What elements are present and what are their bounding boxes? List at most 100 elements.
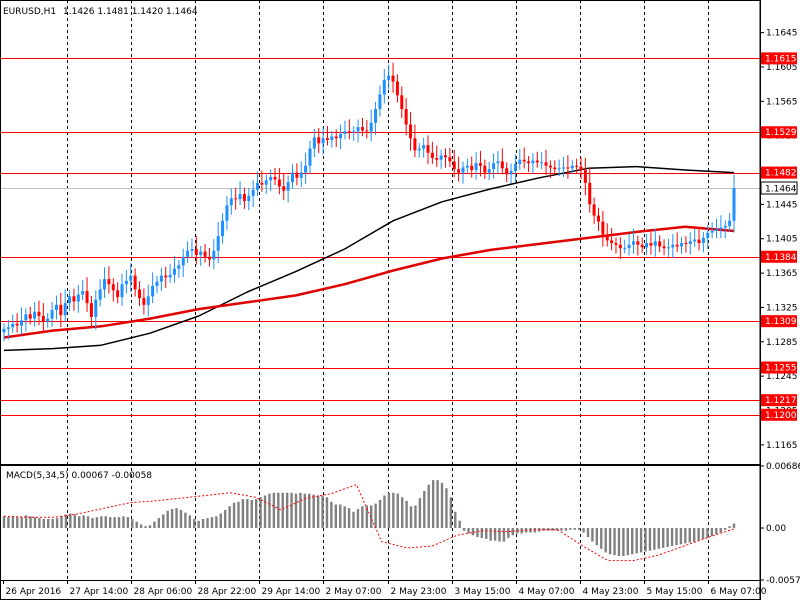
candle	[422, 137, 426, 158]
candle-body	[308, 148, 312, 166]
candle	[155, 275, 159, 294]
candle-body	[693, 239, 697, 242]
macd-bar	[201, 518, 205, 529]
current-price-tag-text: 1.1464	[765, 185, 797, 195]
candle-body	[500, 161, 504, 169]
candle-body	[146, 296, 150, 305]
candle-body	[509, 170, 513, 175]
candle-body	[395, 81, 399, 96]
candle	[592, 197, 596, 225]
macd-bar	[489, 528, 492, 541]
candle	[465, 158, 469, 173]
candle-body	[277, 179, 281, 187]
candle-body	[59, 304, 63, 316]
candle-body	[575, 165, 579, 167]
candle	[430, 141, 434, 164]
macd-bar	[679, 528, 683, 545]
candle-body	[465, 165, 469, 168]
macd-bar	[356, 509, 360, 529]
candle-body	[168, 274, 172, 278]
candle	[505, 162, 509, 183]
candle-body	[387, 75, 391, 80]
candle-body	[404, 109, 408, 125]
candle-body	[422, 145, 426, 149]
candle-body	[649, 243, 653, 246]
candle-body	[710, 231, 714, 233]
candle	[575, 158, 579, 174]
candle-body	[439, 155, 443, 160]
candle-body	[719, 227, 723, 230]
macd-bar	[493, 528, 497, 541]
candle	[588, 167, 592, 213]
macd-bar	[414, 505, 417, 529]
candle-body	[474, 163, 478, 171]
macd-bar	[617, 528, 621, 557]
macd-bar	[170, 509, 174, 529]
candle-body	[640, 244, 644, 248]
candle	[452, 149, 456, 178]
macd-bar	[321, 495, 324, 529]
macd-bar	[343, 506, 346, 529]
candle-body	[94, 299, 98, 317]
macd-bar	[303, 493, 307, 529]
candle-body	[194, 249, 198, 256]
candle-body	[256, 182, 260, 190]
price-tick-label: 1.1325	[766, 303, 798, 313]
level-tag-text: 1.1309	[765, 317, 797, 327]
sub-window-separator[interactable]	[0, 464, 760, 466]
macd-bar	[511, 528, 514, 536]
macd-bar	[179, 509, 183, 529]
signal-line[interactable]	[3, 483, 735, 562]
candle	[33, 302, 37, 327]
candle-body	[81, 291, 85, 295]
macd-bar	[60, 516, 63, 529]
candle	[701, 231, 705, 253]
level-tag: 1.1482	[761, 166, 797, 179]
candle	[317, 127, 321, 153]
ma-slow-line[interactable]	[3, 165, 735, 352]
macd-bar	[219, 513, 222, 529]
candle	[212, 239, 216, 270]
macd-bar	[365, 505, 368, 529]
candle	[439, 149, 443, 169]
candle	[443, 148, 447, 168]
candle	[19, 307, 23, 335]
macd-bar	[498, 528, 501, 542]
macd-bar	[339, 504, 342, 529]
candle	[666, 238, 670, 257]
macd-bar	[361, 506, 364, 529]
candle	[46, 312, 50, 328]
candle-body	[190, 249, 194, 251]
candle	[623, 239, 627, 254]
candle	[103, 267, 107, 298]
macd-bar	[175, 508, 178, 529]
candle-body	[666, 247, 670, 249]
candle	[522, 147, 526, 169]
ma-fast-line[interactable]	[3, 225, 735, 339]
candle-body	[369, 122, 373, 132]
candle	[325, 125, 329, 146]
candle	[500, 148, 504, 175]
candle-body	[596, 215, 600, 222]
candle	[671, 234, 675, 259]
macd-bar	[24, 515, 28, 529]
candle	[177, 259, 181, 278]
candle-body	[430, 152, 434, 159]
candle-body	[343, 131, 347, 134]
macd-bar	[639, 528, 643, 553]
candle	[732, 174, 736, 233]
macd-bar	[126, 517, 130, 529]
candle-body	[505, 168, 509, 175]
macd-bar	[16, 517, 19, 529]
candle-body	[124, 280, 128, 285]
candle	[238, 181, 242, 206]
candle	[426, 135, 430, 165]
candle	[496, 150, 500, 174]
candle	[2, 323, 6, 342]
candle-body	[2, 328, 6, 333]
candle-body	[492, 163, 496, 170]
candle	[11, 314, 15, 333]
candle-body	[715, 229, 719, 231]
candle	[492, 153, 496, 179]
